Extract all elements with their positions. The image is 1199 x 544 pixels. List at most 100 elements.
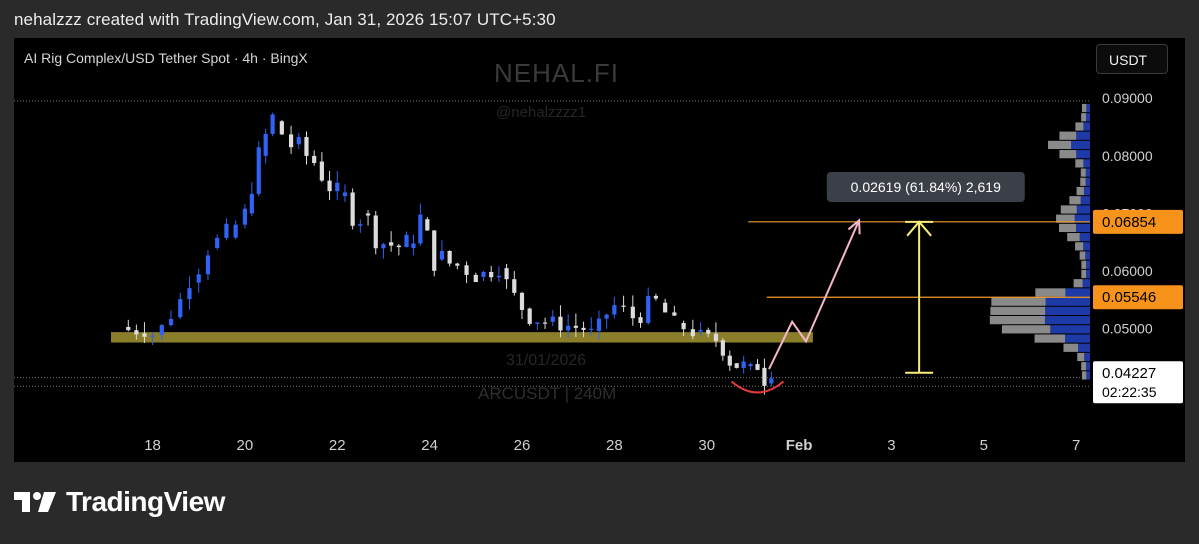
candle-body [159,325,164,336]
x-tick-label: 28 [606,437,623,454]
volume-profile-bar [1084,352,1090,362]
volume-profile-bar [1083,122,1090,131]
lower-level-tag-text: 0.05546 [1102,289,1156,306]
volume-profile-bar [1081,260,1087,269]
volume-profile-bar [1076,150,1090,159]
volume-profile-bar [1086,260,1090,269]
candle-body [734,363,739,368]
candle-body [550,316,555,322]
candle-body [464,265,469,275]
candle-body [365,213,371,216]
chart-title: AI Rig Complex/USD Tether Spot · 4h · Bi… [24,50,308,66]
candle-body [741,361,746,368]
volume-profile-bar [1075,242,1084,251]
candle-body [411,243,416,248]
chart-panel[interactable]: NEHAL.FI @nehalzzzz1 31/01/2026 ARCUSDT … [14,38,1185,462]
projected-path-arrowhead [847,218,861,235]
x-tick-label: 24 [421,437,438,454]
volume-profile-bar [1050,325,1090,334]
tradingview-logo[interactable]: TradingView [14,486,225,518]
volume-profile-bar [991,297,1046,306]
watermark-date: 31/01/2026 [506,352,587,369]
candle-body [519,292,525,310]
candle-body [489,271,494,278]
volume-profile-bar [990,306,1046,315]
volume-profile-bar [1076,186,1084,196]
volume-profile-bar [1081,371,1087,380]
price-chart[interactable]: 0.090000.080000.070000.060000.0500018202… [14,38,1185,462]
candle-body [134,330,139,335]
x-tick-label: 26 [514,437,531,454]
volume-profile-bar [1085,177,1090,186]
volume-profile-bar [1081,113,1087,122]
candle-body [512,279,517,293]
candle-body [205,255,211,275]
watermark-name: NEHAL.FI [494,58,620,88]
volume-profile-bar [1086,113,1090,122]
candle-body [706,329,711,334]
volume-profile-bar [1082,279,1090,288]
volume-profile-bar [1065,288,1090,297]
candle-body [327,180,332,192]
volume-profile-bar [1074,214,1090,223]
volume-profile-bar [1083,242,1090,251]
volume-profile-bar [1081,362,1087,371]
candle-body [596,318,602,331]
candle-body [727,355,732,366]
volume-profile-bar [1080,168,1086,177]
y-tick-label: 0.08000 [1102,148,1153,164]
volume-profile-bar [1076,205,1090,214]
candle-body [319,161,324,181]
candle-body [296,137,301,145]
candle-body [150,335,155,337]
candle-body [396,245,401,248]
volume-profile-bar [1085,168,1090,177]
candle-body [748,364,753,367]
volume-profile-bar [1065,334,1090,343]
candle-body [604,314,609,319]
y-tick-label: 0.05000 [1102,321,1153,337]
candle-body [698,329,703,332]
countdown-text: 02:22:35 [1102,384,1157,400]
candle-body [233,224,238,238]
volume-profile-bar [1086,269,1090,279]
candle-body [432,230,437,271]
low-highlight-circle [730,380,785,394]
volume-profile-bar [1083,186,1090,196]
volume-profile-bar [1076,223,1090,233]
x-tick-label: 30 [698,437,715,454]
candle-body [249,193,254,214]
lower-level-tag [1093,285,1183,310]
candle-body [581,327,586,330]
volume-profile-bar [1080,177,1086,186]
volume-profile-bar [1086,371,1090,380]
volume-profile-bar [1056,214,1075,223]
candle-body [312,155,317,163]
candle-body [304,137,309,156]
y-tick-label: 0.06000 [1102,263,1153,279]
candle-body [762,367,767,386]
candle-body [418,214,423,244]
x-tick-label: 3 [887,437,895,454]
candle-body [187,288,192,300]
candle-body [630,306,635,319]
volume-profile-bar [1075,122,1084,131]
volume-profile-bar [1085,251,1090,260]
volume-profile-bar [1001,325,1051,334]
candle-body [381,244,386,249]
candle-body [720,340,725,356]
candle-body [242,208,248,225]
watermark-symbol: ARCUSDT | 240M [478,384,617,403]
x-tick-label: 18 [144,437,161,454]
volume-profile-bar [1075,159,1084,168]
volume-profile-bar [1081,103,1087,113]
volume-profile-bar [1078,343,1090,352]
currency-button[interactable]: USDT [1096,44,1168,74]
tradingview-logo-icon [14,492,56,512]
volume-profile-bar [1063,343,1079,352]
candle-body [373,215,378,249]
candle-body [455,263,460,266]
candle-body [566,325,571,331]
candle-body [558,316,563,331]
candle-body [612,305,617,315]
